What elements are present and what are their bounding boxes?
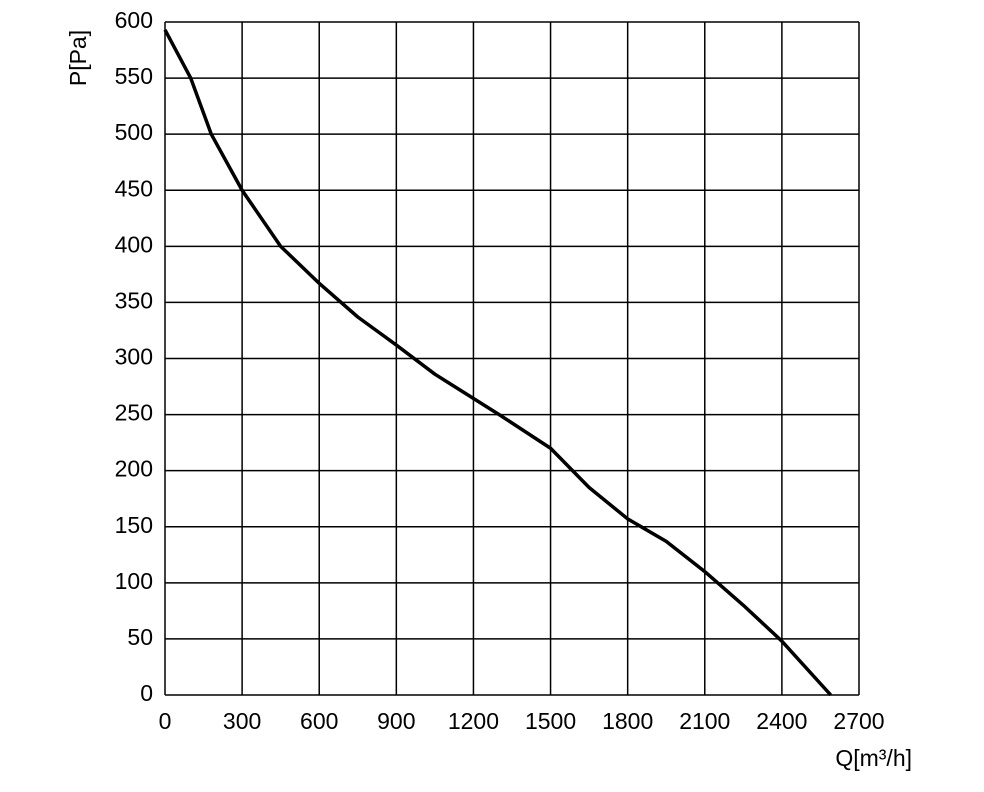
- y-tick-label: 400: [115, 231, 153, 257]
- line: [163, 29, 833, 697]
- y-tick-label: 150: [115, 512, 153, 538]
- y-tick-label: 0: [140, 680, 153, 706]
- y-tick-label: 550: [115, 63, 153, 89]
- y-axis-label: P[Pa]: [65, 30, 91, 86]
- x-tick-label: 900: [377, 708, 415, 734]
- x-tick-label: 1800: [602, 708, 653, 734]
- x-tick-label: 2100: [679, 708, 730, 734]
- y-tick-label: 50: [127, 624, 153, 650]
- x-tick-label: 600: [300, 708, 338, 734]
- x-tick-label: 2400: [756, 708, 807, 734]
- x-axis-label: Q[m³/h]: [835, 745, 912, 771]
- y-tick-label: 350: [115, 287, 153, 313]
- x-tick-label: 0: [159, 708, 172, 734]
- x-tick-label: 1200: [448, 708, 499, 734]
- y-tick-label: 500: [115, 119, 153, 145]
- y-tick-label: 250: [115, 400, 153, 426]
- x-tick-label: 1500: [525, 708, 576, 734]
- y-tick-label: 450: [115, 175, 153, 201]
- x-tick-label: 300: [223, 708, 261, 734]
- y-tick-label: 300: [115, 344, 153, 370]
- x-tick-label: 2700: [833, 708, 884, 734]
- y-tick-label: 100: [115, 568, 153, 594]
- y-tick-label: 600: [115, 7, 153, 33]
- y-tick-label: 200: [115, 456, 153, 482]
